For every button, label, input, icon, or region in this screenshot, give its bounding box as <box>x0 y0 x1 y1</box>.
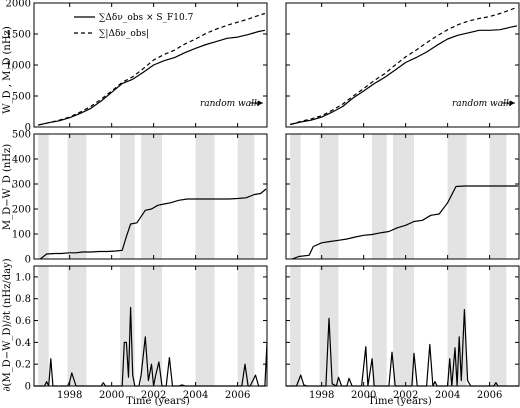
shaded-band <box>290 134 301 259</box>
random-walk-annotation-left: random walk <box>200 99 263 109</box>
panel-frame <box>33 265 268 387</box>
shaded-band <box>372 134 387 259</box>
panel-row1-right <box>285 2 520 128</box>
panel-frame <box>33 133 268 260</box>
x-tick-label: 2002 <box>141 390 166 401</box>
y-tick-label: 1500 <box>6 30 31 41</box>
panel-row3-left: 1998 2000 2002 2004 2006 0 0.2 0.4 0.6 0.8 1.0 <box>15 265 268 401</box>
shaded-band <box>67 134 87 259</box>
x-tick-label: 1998 <box>309 390 334 401</box>
y-tick-label: 1.0 <box>15 272 31 283</box>
x-tick-label: 2004 <box>435 390 460 401</box>
y-tick-label: 500 <box>12 92 31 103</box>
x-tick-label: 2000 <box>99 390 124 401</box>
y-tick-label: 0 <box>25 382 31 393</box>
panel-row2-left: 0 100 200 300 400 500 <box>12 130 268 266</box>
panel-row3-right: 1998 2000 2002 2004 2006 <box>285 265 520 401</box>
shaded-band <box>489 266 507 386</box>
random-walk-label-left: random walk <box>200 99 259 109</box>
shaded-band <box>319 134 339 259</box>
x-tick-label: 2006 <box>477 390 502 401</box>
y-tick-label: 2000 <box>6 0 31 10</box>
random-walk-arrowhead-left <box>258 100 263 106</box>
y-tick-label: 1000 <box>6 61 31 72</box>
x-tick-label: 1998 <box>57 390 82 401</box>
y-tick-label: 0 <box>25 255 31 266</box>
solid-series-line <box>286 309 519 387</box>
x-axis-label-left: Time (years) <box>126 396 190 407</box>
y-axis-label-row1: W_D , M_D (nHz) <box>2 26 13 114</box>
y-tick-label: 100 <box>12 230 31 241</box>
shaded-band <box>38 266 49 386</box>
y-tick-label: 400 <box>12 155 31 166</box>
shaded-band <box>141 134 163 259</box>
x-tick-label: 2004 <box>183 390 208 401</box>
y-tick-label: 0.6 <box>15 316 31 327</box>
y-tick-label: 0.4 <box>15 338 31 349</box>
legend-dashed-label: ∑|Δδν_obs| <box>99 29 149 39</box>
shaded-band <box>237 266 255 386</box>
y-axis-label-row3: ∂(M_D−W_D)/∂t (nHz/day) <box>2 258 13 391</box>
y-tick-label: 200 <box>12 205 31 216</box>
random-walk-label-right: random walk <box>452 99 511 109</box>
panel-row1-left: 0 500 1000 1500 2000 <box>6 0 268 134</box>
panel-row2-right <box>285 133 520 260</box>
shaded-band <box>393 266 415 386</box>
y-tick-label: 300 <box>12 180 31 191</box>
y-tick-label: 0 <box>25 123 31 134</box>
solid-series-line <box>39 188 267 260</box>
random-walk-arrowhead-right <box>510 100 515 106</box>
x-tick-label: 2002 <box>393 390 418 401</box>
y-tick-label: 0.8 <box>15 294 31 305</box>
shaded-band <box>195 134 215 259</box>
shaded-band <box>38 134 49 259</box>
x-tick-label: 2000 <box>351 390 376 401</box>
dashed-series-line <box>290 6 518 126</box>
y-axis-label-row2: M_D−W_D (nHz) <box>2 144 13 230</box>
shaded-band <box>195 266 215 386</box>
shaded-band <box>447 134 467 259</box>
shaded-band <box>372 266 387 386</box>
shaded-band <box>290 266 301 386</box>
shaded-band <box>237 134 255 259</box>
panel-frame <box>285 265 520 387</box>
y-tick-label: 500 <box>12 130 31 141</box>
dashed-series-line <box>38 12 266 126</box>
solid-series-line <box>290 25 518 126</box>
shaded-band <box>489 134 507 259</box>
random-walk-annotation-right: random walk <box>452 99 515 109</box>
solid-series-line <box>292 185 518 260</box>
shaded-band <box>120 134 135 259</box>
shaded-band <box>393 134 415 259</box>
solid-series-line <box>38 29 266 126</box>
legend: ∑Δδν_obs × S_F10.7 ∑|Δδν_obs| <box>74 13 194 39</box>
y-tick-label: 0.2 <box>15 360 31 371</box>
panel-frame <box>285 133 520 260</box>
shaded-band <box>67 266 87 386</box>
x-tick-label: 2006 <box>225 390 250 401</box>
legend-solid-label: ∑Δδν_obs × S_F10.7 <box>99 13 194 23</box>
x-axis-label-right: Time (years) <box>368 396 432 407</box>
